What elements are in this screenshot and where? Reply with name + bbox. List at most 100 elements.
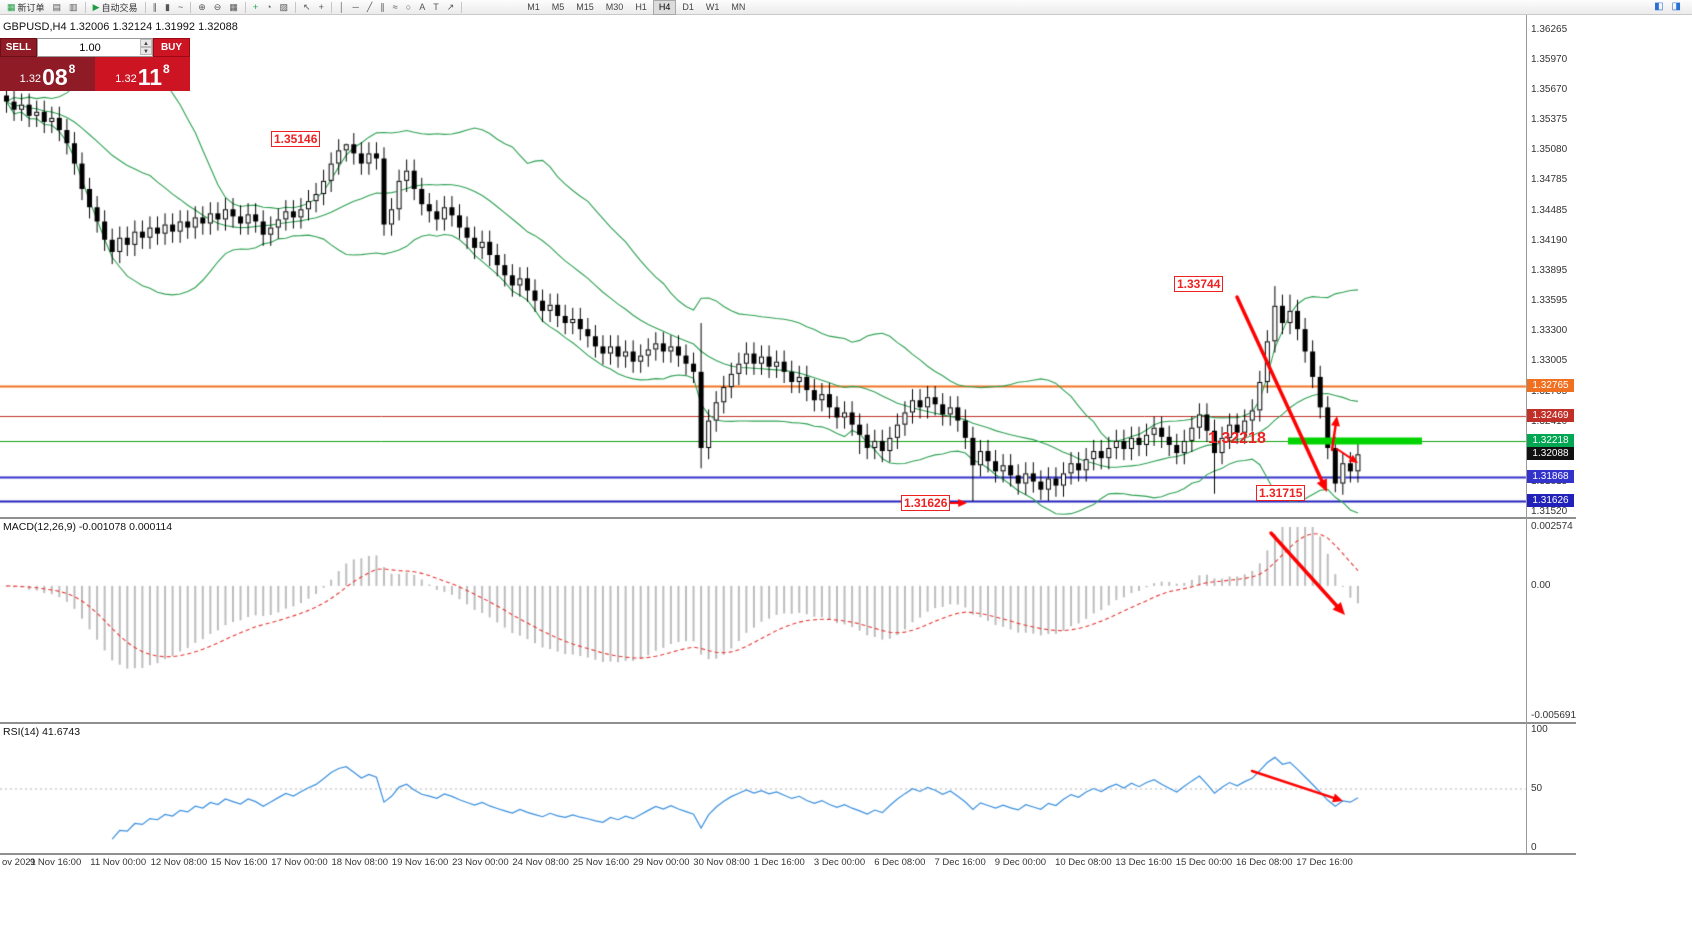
new-order-button[interactable]: ▦ 新订单 — [4, 0, 48, 15]
chart-window-icon: ▤ — [52, 2, 62, 12]
buy-price-prefix: 1.32 — [115, 73, 137, 85]
bar-chart-icon: ∥ — [152, 2, 158, 12]
community-icon: ◧ — [1654, 1, 1664, 12]
lot-size-input[interactable] — [38, 40, 152, 55]
time-axis-separator — [0, 853, 1576, 855]
one-click-trading-panel: SELL ▲ ▼ BUY 1.32 08 8 1.32 11 8 — [0, 38, 190, 91]
trendline-icon[interactable]: ╱ — [364, 0, 375, 15]
grid-icon: ▦ — [229, 2, 238, 12]
grid-icon[interactable]: ▦ — [226, 0, 241, 15]
price-tick: 1.33300 — [1531, 325, 1568, 337]
price-level-chip: 1.32218 — [1527, 434, 1574, 448]
shapes-icon: ○ — [405, 2, 412, 12]
periods-icon[interactable]: ◔ — [263, 0, 274, 15]
price-tick: 1.34190 — [1531, 234, 1568, 246]
timeframe-w1[interactable]: W1 — [705, 1, 720, 12]
price-tick: 1.34785 — [1531, 174, 1568, 186]
price-annotation[interactable]: 1.31715 — [1256, 485, 1306, 501]
macd-scale-label: -0.005691 — [1531, 710, 1577, 721]
macd-header: MACD(12,26,9) -0.001078 0.000114 — [3, 521, 173, 533]
price-tick: 1.33895 — [1531, 264, 1568, 276]
channel-icon[interactable]: ∥ — [377, 0, 388, 15]
timeframe-m1[interactable]: M1 — [527, 1, 540, 12]
shapes-icon[interactable]: ○ — [403, 0, 414, 15]
price-level-chip: 1.32469 — [1527, 408, 1574, 422]
zoom-in-icon: ⊕ — [198, 2, 206, 12]
price-level-chip: 1.31868 — [1527, 469, 1574, 483]
alerts-icon: ◨ — [1671, 1, 1681, 12]
horizontal-line-icon[interactable]: ─ — [349, 0, 361, 15]
new-order-icon: ▦ — [7, 2, 16, 12]
time-axis-label: 6 Dec 08:00 — [874, 857, 926, 868]
price-annotation[interactable]: 1.32218 — [1208, 430, 1266, 447]
price-axis-line — [1526, 15, 1527, 853]
cursor-icon[interactable]: ↖ — [300, 0, 314, 15]
time-axis-label: 9 Dec 00:00 — [994, 857, 1047, 868]
time-axis-label: ov 2021 — [2, 857, 36, 868]
timeframe-h1[interactable]: H1 — [635, 1, 647, 12]
timeframe-mn[interactable]: MN — [731, 1, 746, 12]
buy-button[interactable]: BUY — [153, 38, 190, 57]
line-chart-icon[interactable]: ~ — [175, 0, 186, 15]
time-axis-label: 7 Dec 16:00 — [934, 857, 986, 868]
arrows-tool-icon[interactable]: ↗ — [444, 0, 458, 15]
zoom-in-icon[interactable]: ⊕ — [195, 0, 209, 15]
zoom-out-icon: ⊖ — [213, 2, 222, 12]
buy-price-pip: 8 — [163, 62, 170, 76]
zoom-out-icon[interactable]: ⊖ — [211, 0, 225, 15]
crosshair-icon[interactable]: + — [316, 0, 327, 15]
lot-decrease-button[interactable]: ▼ — [140, 47, 152, 55]
price-annotation[interactable]: 1.33744 — [1174, 276, 1224, 292]
price-level-chip: 1.32765 — [1527, 378, 1574, 392]
text-icon[interactable]: A — [416, 0, 428, 15]
fibonacci-icon: ≈ — [392, 2, 398, 12]
price-level-chip: 1.31626 — [1527, 494, 1574, 508]
channel-icon: ∥ — [380, 2, 385, 12]
fibonacci-icon[interactable]: ≈ — [390, 0, 401, 15]
sell-price-button[interactable]: 1.32 08 8 — [0, 57, 95, 91]
vertical-line-icon[interactable]: │ — [336, 0, 348, 15]
toolbar: ▦ 新订单 ▤ ▥ ▶ 自动交易 ∥ ▮ ~ ⊕ ⊖ ▦ + ◔ ▨ ↖ + │ ─ ╱ ∥ ≈ ○ A T ↗ M1 M5 M15 M3… — [0, 0, 1692, 15]
periods-icon: ◔ — [266, 2, 272, 12]
community-icon[interactable]: ◧ — [1651, 0, 1666, 15]
toolbar-separator — [461, 1, 463, 13]
indicators-add-icon: + — [252, 2, 259, 12]
autotrading-button[interactable]: ▶ 自动交易 — [90, 0, 141, 15]
timeframe-m15[interactable]: M15 — [576, 1, 594, 12]
time-axis-label: 19 Nov 16:00 — [391, 857, 449, 868]
timeframe-m5[interactable]: M5 — [551, 1, 565, 12]
text-icon: A — [419, 2, 426, 12]
sell-price-big: 08 — [42, 64, 68, 90]
timeframe-group: M1 M5 M15 M30 H1 H4 D1 W1 MN — [521, 0, 751, 15]
toolbar-separator — [244, 1, 246, 13]
sell-price-prefix: 1.32 — [19, 73, 42, 85]
time-axis-label: 24 Nov 08:00 — [512, 857, 569, 868]
time-axis-label: 10 Dec 08:00 — [1055, 857, 1112, 868]
indicators-add-icon[interactable]: + — [250, 0, 261, 15]
sell-button[interactable]: SELL — [0, 38, 37, 57]
profiles-icon[interactable]: ▥ — [66, 0, 81, 15]
time-axis-label: 12 Nov 08:00 — [150, 857, 208, 868]
panel-separator[interactable] — [0, 517, 1576, 519]
crosshair-icon: + — [318, 2, 324, 12]
price-annotation[interactable]: 1.35146 — [271, 131, 321, 147]
timeframe-d1[interactable]: D1 — [682, 1, 694, 12]
lot-increase-button[interactable]: ▲ — [140, 39, 152, 47]
templates-icon[interactable]: ▨ — [277, 0, 292, 15]
timeframe-h4[interactable]: H4 — [652, 0, 677, 15]
price-tick: 1.35080 — [1531, 144, 1568, 156]
toolbar-right-icons: ◧ ◨ — [1650, 0, 1685, 15]
price-annotation[interactable]: 1.31626 — [901, 495, 951, 511]
alerts-icon[interactable]: ◨ — [1669, 0, 1684, 15]
timeframe-m30[interactable]: M30 — [605, 1, 624, 12]
vertical-line-icon: │ — [338, 2, 345, 12]
candlestick-chart-icon[interactable]: ▮ — [162, 0, 173, 15]
bar-chart-icon[interactable]: ∥ — [150, 0, 161, 15]
chart-window-icon[interactable]: ▤ — [50, 0, 65, 15]
price-tick: 1.35670 — [1531, 84, 1568, 96]
buy-price-button[interactable]: 1.32 11 8 — [95, 57, 190, 91]
panel-separator[interactable] — [0, 722, 1576, 724]
text-label-icon[interactable]: T — [430, 0, 442, 15]
